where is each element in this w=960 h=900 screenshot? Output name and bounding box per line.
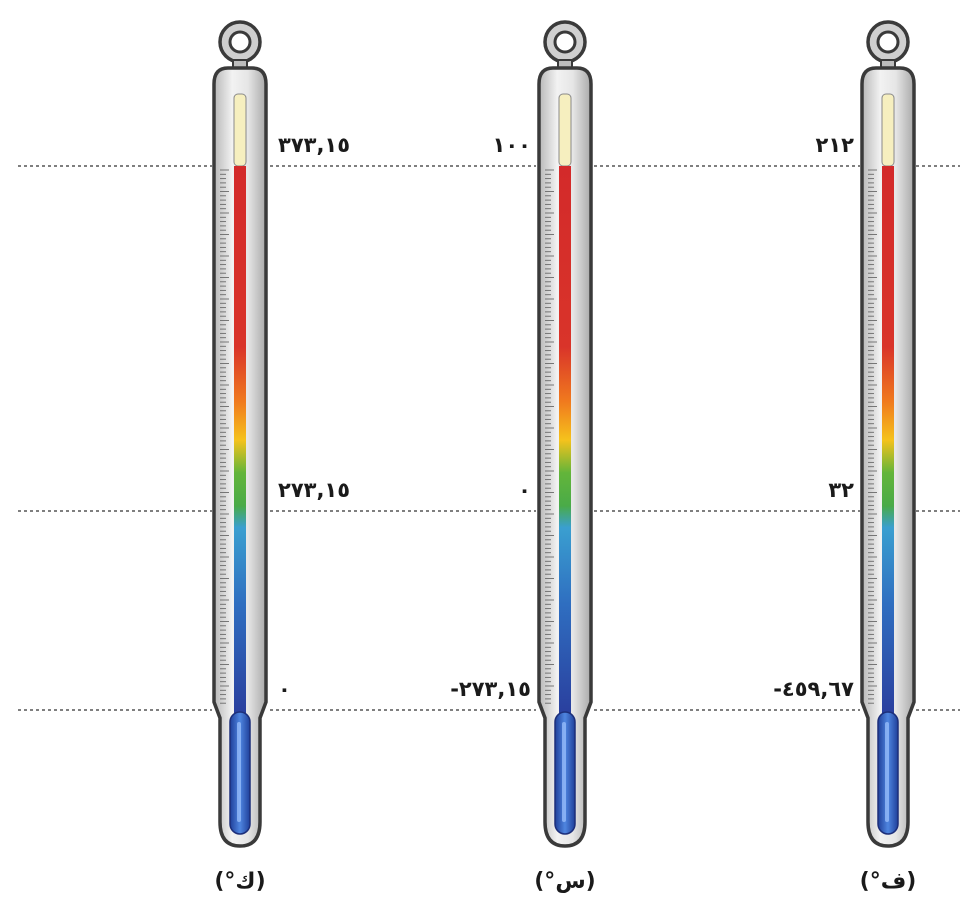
fahrenheit-empty-column xyxy=(882,94,894,166)
celsius-bulb-highlight xyxy=(562,722,566,822)
kelvin-empty-column xyxy=(234,94,246,166)
kelvin-value-label-2: ٠ xyxy=(278,677,291,701)
kelvin-value-label-1: ٢٧٣,١٥ xyxy=(278,478,350,502)
fahrenheit-value-label-1: ٣٢ xyxy=(828,478,854,502)
celsius-ring-hole xyxy=(555,32,575,52)
fahrenheit-unit-label: (°ف) xyxy=(860,869,917,894)
celsius-value-label-2: -٢٧٣,١٥ xyxy=(450,677,531,701)
fahrenheit-liquid-column xyxy=(882,166,894,714)
kelvin-unit-label: (°ك) xyxy=(214,869,265,894)
kelvin-thermometer: ٣٧٣,١٥ ٢٧٣,١٥ ٠ (°ك) xyxy=(214,22,350,894)
kelvin-value-label-0: ٣٧٣,١٥ xyxy=(278,133,350,157)
celsius-value-label-0: ١٠٠ xyxy=(493,133,531,157)
fahrenheit-value-label-2: -٤٥٩,٦٧ xyxy=(773,677,854,701)
celsius-liquid-column xyxy=(559,166,571,714)
kelvin-ring-hole xyxy=(230,32,250,52)
kelvin-bulb-highlight xyxy=(237,722,241,822)
kelvin-liquid-column xyxy=(234,166,246,714)
celsius-unit-label: (°س) xyxy=(534,869,595,894)
fahrenheit-value-label-0: ٢١٢ xyxy=(816,133,855,157)
fahrenheit-ring-hole xyxy=(878,32,898,52)
celsius-value-label-1: ٠ xyxy=(518,478,531,502)
celsius-empty-column xyxy=(559,94,571,166)
fahrenheit-bulb-highlight xyxy=(885,722,889,822)
fahrenheit-thermometer: ٢١٢ ٣٢ -٤٥٩,٦٧ (°ف) xyxy=(773,22,916,894)
celsius-thermometer: ١٠٠ ٠ -٢٧٣,١٥ (°س) xyxy=(450,22,596,894)
